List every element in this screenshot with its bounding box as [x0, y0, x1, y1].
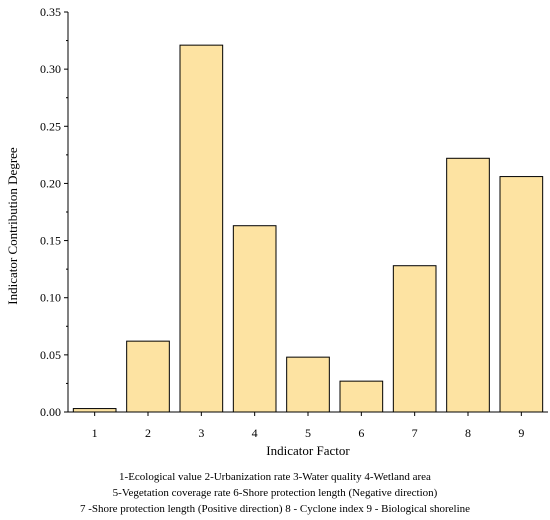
y-axis-label: Indicator Contribution Degree	[5, 147, 20, 305]
bar-3	[179, 44, 224, 413]
x-tick-label: 4	[252, 426, 258, 440]
bar-8	[446, 157, 490, 413]
x-tick-label: 2	[145, 426, 151, 440]
bars	[72, 44, 544, 413]
x-tick-label: 9	[518, 426, 524, 440]
bar-chart: 0.00 0.05 0.10 0.15 0.20 0.25 0.30 0.35 1 2 3 4 5 6 7…	[5, 5, 548, 458]
legend-caption-line-3: 7 -Shore protection length (Positive dir…	[79, 503, 471, 515]
x-tick-label: 8	[465, 426, 471, 440]
y-axis-ticks: 0.00 0.05 0.10 0.15 0.20 0.25 0.30 0.35	[40, 5, 68, 419]
legend-caption-line-1: 1-Ecological value 2-Urbanization rate 3…	[119, 471, 431, 483]
bar-4	[232, 225, 277, 413]
x-axis-ticks: 1 2 3 4 5 6 7 8 9	[92, 412, 524, 440]
bar-9	[499, 176, 544, 413]
x-tick-label: 5	[305, 426, 311, 440]
bar-1	[72, 408, 117, 413]
bar-2	[126, 340, 170, 413]
y-tick-label: 0.15	[40, 234, 61, 248]
bar-7	[392, 265, 437, 413]
x-tick-label: 7	[412, 426, 418, 440]
x-tick-label: 3	[198, 426, 204, 440]
y-tick-label: 0.05	[40, 348, 61, 362]
y-tick-label: 0.25	[40, 119, 61, 133]
y-tick-label: 0.30	[40, 62, 61, 76]
x-tick-label: 6	[358, 426, 364, 440]
legend-caption-line-2: 5-Vegetation coverage rate 6-Shore prote…	[112, 487, 438, 499]
bar-5	[286, 356, 330, 413]
x-axis-label: Indicator Factor	[266, 443, 350, 458]
x-tick-label: 1	[92, 426, 98, 440]
y-tick-label: 0.00	[40, 405, 61, 419]
y-tick-label: 0.35	[40, 5, 61, 19]
y-tick-label: 0.20	[40, 176, 61, 190]
y-tick-label: 0.10	[40, 291, 61, 305]
bar-6	[339, 380, 384, 413]
